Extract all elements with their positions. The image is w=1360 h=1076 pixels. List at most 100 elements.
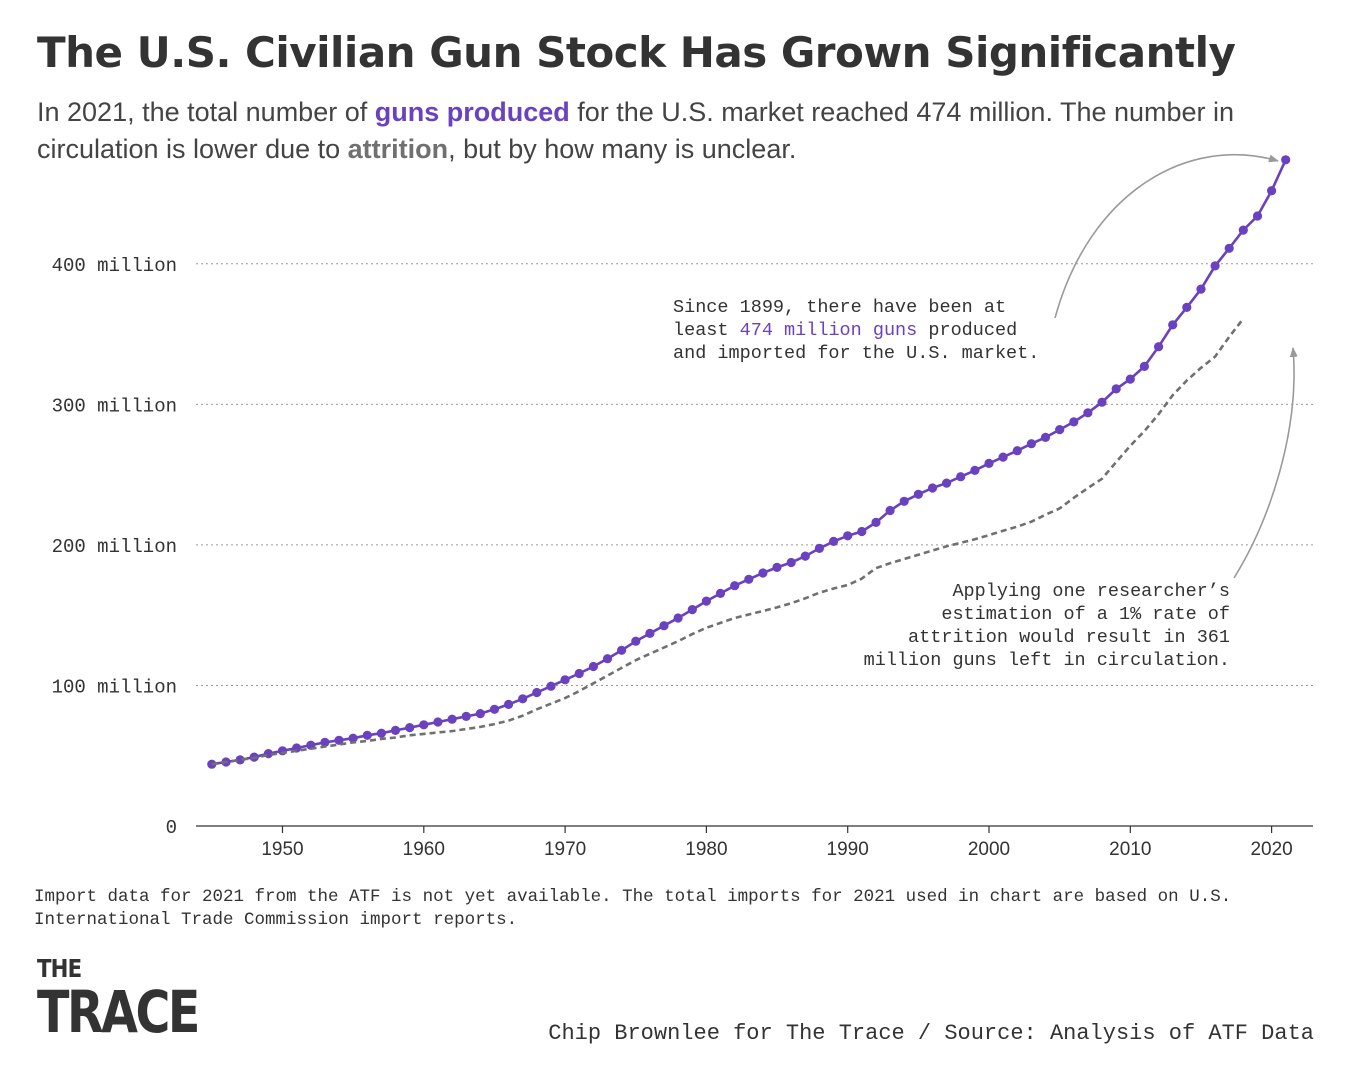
produced-point-1969 <box>546 681 556 691</box>
produced-point-1994 <box>899 496 909 506</box>
produced-point-1964 <box>475 709 485 719</box>
chart-subtitle: In 2021, the total number of guns produc… <box>37 94 1297 168</box>
produced-point-1963 <box>461 711 471 722</box>
produced-point-2006 <box>1069 417 1079 427</box>
produced-point-2015 <box>1196 284 1206 294</box>
produced-point-1967 <box>518 694 528 704</box>
produced-point-2016 <box>1210 261 1220 271</box>
produced-point-1975 <box>631 636 641 646</box>
produced-point-2014 <box>1182 302 1192 312</box>
produced-point-1955 <box>348 733 358 743</box>
axes: 0 100 million 200 million 300 million 400 mi… <box>52 255 1313 860</box>
produced-point-1971 <box>574 668 584 679</box>
x-tick-label-1980: 1980 <box>685 839 727 860</box>
produced-point-1995 <box>913 489 924 499</box>
produced-point-1983 <box>744 574 754 584</box>
x-tick-label-2000: 2000 <box>968 839 1010 860</box>
produced-point-2008 <box>1097 397 1107 407</box>
produced-point-2020 <box>1267 186 1277 196</box>
produced-point-2004 <box>1040 432 1051 442</box>
x-tick-label-1960: 1960 <box>403 839 445 860</box>
produced-point-1974 <box>617 645 627 655</box>
produced-annotation-line-2: least 474 million guns produced <box>673 320 1017 341</box>
produced-point-2021 <box>1281 155 1291 165</box>
produced-point-2018 <box>1238 225 1248 235</box>
produced-point-1959 <box>405 723 415 733</box>
produced-point-1957 <box>376 728 386 738</box>
produced-point-1987 <box>800 551 810 561</box>
chart-title: The U.S. Civilian Gun Stock Has Grown Si… <box>37 28 1236 77</box>
produced-point-2010 <box>1125 374 1135 384</box>
produced-point-1961 <box>433 717 443 727</box>
produced-point-1991 <box>857 526 867 537</box>
series <box>207 155 1291 769</box>
produced-point-1953 <box>320 737 330 748</box>
produced-point-2009 <box>1111 384 1121 394</box>
produced-point-1988 <box>814 543 825 554</box>
produced-point-2000 <box>984 458 994 468</box>
produced-point-2012 <box>1154 342 1164 352</box>
produced-series-line <box>211 159 1287 766</box>
produced-point-1990 <box>843 531 853 541</box>
attrition-annotation-line-1: Applying one researcher’s <box>952 581 1230 602</box>
produced-point-1954 <box>334 735 344 745</box>
produced-point-1999 <box>970 465 980 475</box>
subtitle-text-3: , but by how many is unclear. <box>448 134 797 164</box>
produced-annotation-line-3: and imported for the U.S. market. <box>673 343 1039 364</box>
subtitle-highlight-attrition: attrition <box>347 134 449 164</box>
attrition-annotation-arrow <box>1233 347 1298 579</box>
produced-point-1945 <box>207 759 217 769</box>
produced-point-1998 <box>956 472 966 482</box>
produced-point-1976 <box>645 628 655 639</box>
y-tick-label-400: 400 million <box>52 255 177 277</box>
produced-point-2005 <box>1055 425 1065 435</box>
the-trace-logo: THE TRACE <box>37 954 233 1046</box>
y-tick-label-100: 100 million <box>52 676 177 698</box>
attrition-annotation-line-4: million guns left in circulation. <box>864 650 1230 671</box>
produced-point-1968 <box>532 687 542 698</box>
produced-point-1993 <box>885 505 895 516</box>
produced-point-1980 <box>701 596 712 606</box>
y-tick-label-200: 200 million <box>52 536 177 558</box>
x-tick-label-1990: 1990 <box>827 839 869 860</box>
produced-point-1989 <box>829 536 839 547</box>
produced-point-1992 <box>871 517 881 528</box>
produced-point-2019 <box>1252 211 1263 221</box>
produced-point-2002 <box>1012 446 1022 456</box>
source-credit: Chip Brownlee for The Trace / Source: An… <box>548 1021 1314 1046</box>
footnote: Import data for 2021 from the ATF is not… <box>34 887 1232 930</box>
produced-point-1958 <box>390 725 401 736</box>
produced-point-1984 <box>758 568 768 578</box>
attrition-series-line <box>211 317 1245 766</box>
produced-point-1997 <box>942 478 952 488</box>
produced-point-2017 <box>1224 243 1234 253</box>
logo-line-2: TRACE <box>37 978 200 1046</box>
produced-point-1965 <box>489 704 500 714</box>
y-tick-label-0: 0 <box>166 817 177 839</box>
x-tick-label-1970: 1970 <box>544 839 586 860</box>
produced-point-1966 <box>504 699 514 710</box>
x-tick-label-2010: 2010 <box>1109 839 1151 860</box>
produced-annotation-line-1: Since 1899, there have been at <box>673 297 1006 318</box>
produced-point-1981 <box>715 588 726 599</box>
produced-point-1982 <box>730 581 740 591</box>
produced-point-1970 <box>560 675 570 685</box>
logo-line-1: THE <box>37 954 82 983</box>
attrition-annotation-line-2: estimation of a 1% rate of <box>941 604 1230 625</box>
subtitle-text-2: for the U.S. market reached 474 million.… <box>37 97 1235 164</box>
produced-point-1986 <box>786 557 796 568</box>
produced-point-2003 <box>1026 439 1036 449</box>
x-tick-label-2020: 2020 <box>1250 839 1292 860</box>
produced-point-1996 <box>927 483 938 493</box>
produced-point-1960 <box>419 720 429 730</box>
produced-point-1973 <box>602 654 613 664</box>
produced-point-2013 <box>1168 320 1178 330</box>
subtitle-highlight-produced: guns produced <box>374 97 570 127</box>
grid-lines <box>196 263 1313 686</box>
subtitle-text-1: In 2021, the total number of <box>37 97 375 127</box>
produced-point-2007 <box>1083 408 1093 418</box>
attrition-annotation-line-3: attrition would result in 361 <box>908 627 1230 648</box>
produced-point-1985 <box>772 562 782 573</box>
produced-point-1947 <box>235 755 245 765</box>
